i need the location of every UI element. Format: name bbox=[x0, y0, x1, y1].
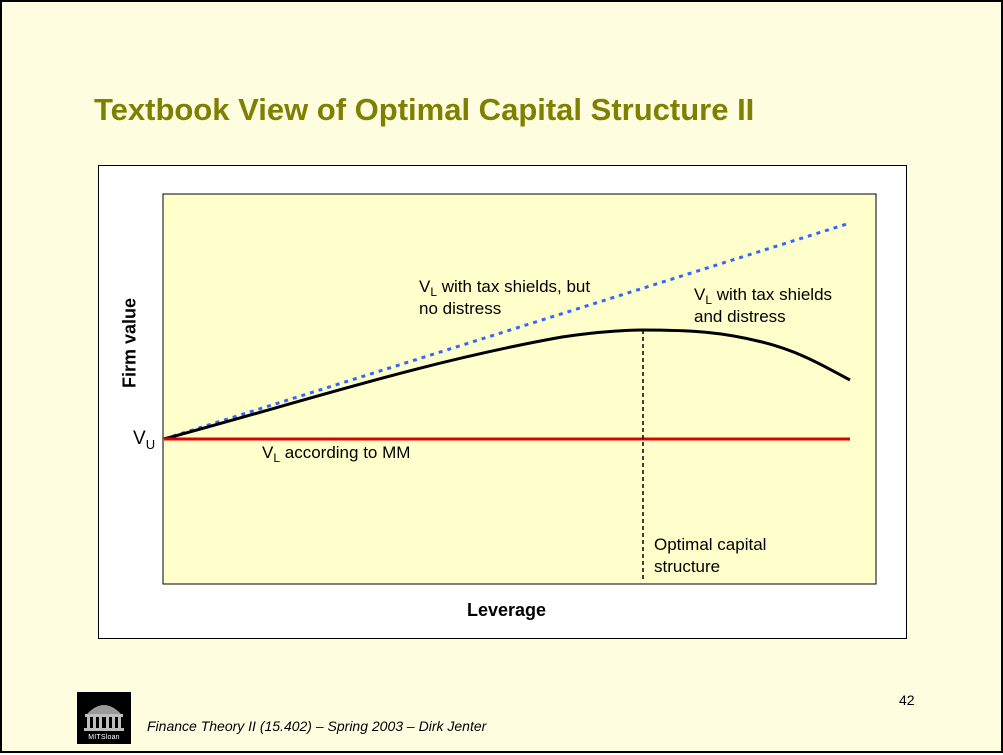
dome-icon bbox=[84, 705, 124, 731]
tax-shield-no-distress-line bbox=[163, 221, 851, 441]
y-axis-label: Firm value bbox=[119, 297, 140, 389]
x-axis-label: Leverage bbox=[467, 600, 547, 620]
tax-shields-and-distress-label: VL with tax shields and distress bbox=[694, 285, 833, 326]
mm-label: VL according to MM bbox=[262, 443, 411, 465]
page-number: 42 bbox=[899, 692, 915, 708]
tax-shields-no-distress-label: VL with tax shields, but no distress bbox=[419, 277, 591, 318]
slide-title: Textbook View of Optimal Capital Structu… bbox=[94, 92, 755, 127]
mit-sloan-logo: MITSloan bbox=[77, 692, 131, 744]
logo-text: MITSloan bbox=[88, 734, 120, 741]
footer-text: Finance Theory II (15.402) – Spring 2003… bbox=[147, 718, 487, 734]
plot-area bbox=[162, 193, 877, 585]
tax-shield-distress-curve bbox=[163, 328, 851, 441]
vu-label: VU bbox=[133, 428, 156, 452]
optimal-structure-label: Optimal capital structure bbox=[654, 535, 767, 576]
